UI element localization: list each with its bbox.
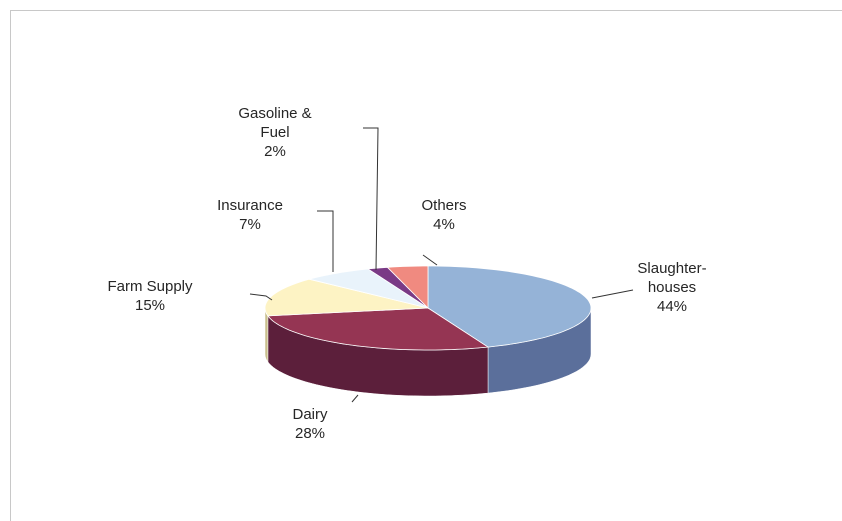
category-label: Insurance [217, 197, 283, 214]
pie [264, 265, 592, 397]
value-label: 15% [134, 297, 166, 314]
leader-line [591, 289, 634, 299]
value-label: 7% [239, 216, 261, 233]
slice [267, 307, 490, 351]
slice [309, 268, 429, 309]
slice-label: Gasoline & Fuel 2% [230, 104, 320, 161]
category-label: Farm Supply [107, 278, 193, 295]
leader-lines [249, 127, 634, 403]
leader-line [317, 210, 334, 272]
leader-line [422, 254, 438, 266]
slice [264, 278, 429, 317]
category-label: Others [421, 197, 467, 214]
value-label: 44% [656, 298, 688, 315]
slice-label: Slaughter-houses 44% [612, 259, 732, 316]
slice [386, 265, 429, 309]
category-label: Dairy [292, 406, 328, 423]
value-label: 4% [433, 216, 455, 233]
value-label: 28% [294, 425, 326, 442]
value-label: 2% [264, 143, 286, 160]
slice [427, 265, 592, 348]
slice-label: Insurance 7% [190, 196, 310, 234]
slice-label: Others 4% [384, 196, 504, 234]
slice-side [264, 307, 269, 363]
leader-line [363, 127, 379, 271]
slice-label: Farm Supply 15% [90, 277, 210, 315]
category-label: Slaughter-houses [637, 260, 707, 296]
category-label: Gasoline & Fuel [238, 105, 312, 141]
slice-label: Dairy 28% [250, 405, 370, 443]
leader-line [249, 293, 273, 301]
leader-line [351, 394, 359, 403]
